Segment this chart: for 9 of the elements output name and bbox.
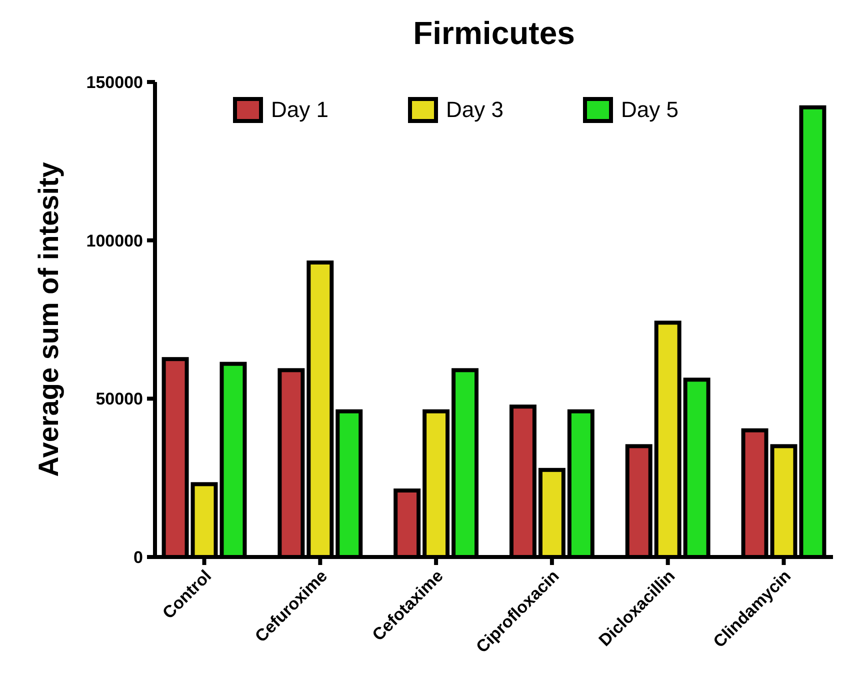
legend-label: Day 3 bbox=[446, 97, 504, 122]
y-axis-title: Average sum of intesity bbox=[33, 162, 64, 477]
y-tick-label: 150000 bbox=[86, 73, 143, 92]
y-tick-label: 0 bbox=[134, 548, 143, 567]
y-tick-label: 50000 bbox=[96, 390, 143, 409]
legend-label: Day 5 bbox=[621, 97, 678, 122]
y-tick-label: 100000 bbox=[86, 231, 143, 250]
legend-label: Day 1 bbox=[271, 97, 328, 122]
chart-title: Firmicutes bbox=[413, 15, 575, 51]
